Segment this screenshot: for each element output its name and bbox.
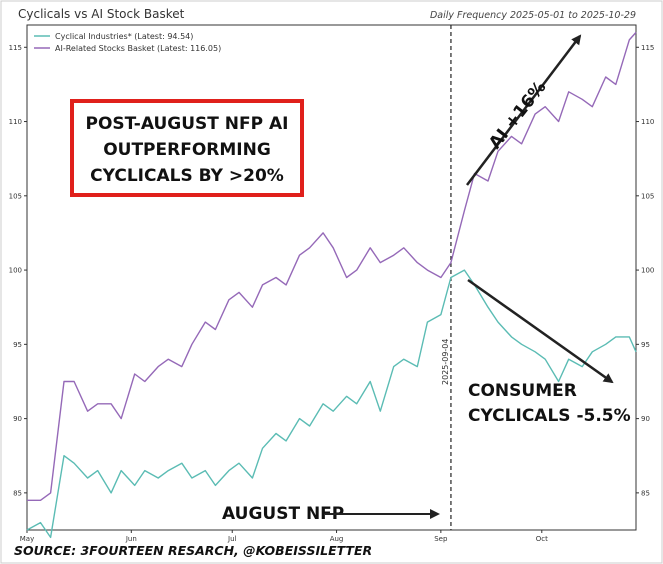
annotation-box-line1: POST-AUGUST NFP AI <box>86 114 289 134</box>
legend-label-cyclicals: Cyclical Industries* (Latest: 94.54) <box>55 32 193 41</box>
chart-frequency: Daily Frequency 2025-05-01 to 2025-10-29 <box>430 10 636 21</box>
y-tick-label-right: 100 <box>641 267 654 275</box>
x-tick-label: Oct <box>536 535 548 543</box>
y-tick-label-right: 110 <box>641 118 654 126</box>
y-tick-label-left: 110 <box>9 118 22 126</box>
nfp-date-label: 2025-09-04 <box>441 339 450 386</box>
y-tick-label-left: 115 <box>9 44 22 52</box>
y-tick-label-left: 95 <box>13 341 22 349</box>
cyclicals-trend-arrow <box>467 278 614 384</box>
series-group <box>26 31 637 539</box>
source-credit: SOURCE: 3FOURTEEN RESARCH, @KOBEISSILETT… <box>14 543 372 558</box>
chart-title: Cyclicals vs AI Stock Basket <box>18 7 185 21</box>
y-tick-label-left: 90 <box>13 415 22 423</box>
x-axis: May Jun Jul Aug Sep Oct <box>20 530 548 543</box>
august-nfp-label: AUGUST NFP <box>222 504 344 524</box>
y-tick-label-right: 115 <box>641 44 654 52</box>
y-tick-label-left: 85 <box>13 489 22 497</box>
x-tick-label: Jul <box>227 535 237 543</box>
y-tick-label-left: 105 <box>9 192 22 200</box>
legend-label-ai: AI-Related Stocks Basket (Latest: 116.05… <box>55 44 221 53</box>
y-axis-left: 85 90 95 100 105 110 115 <box>9 44 27 497</box>
consumer-cyclicals-line2: CYCLICALS -5.5% <box>468 406 631 426</box>
x-tick-label: Jun <box>125 535 137 543</box>
y-tick-label-right: 95 <box>641 341 650 349</box>
x-tick-label: Sep <box>434 535 448 543</box>
series-line-ai <box>27 31 637 501</box>
y-axis-right: 85 90 95 100 105 110 115 <box>636 44 654 497</box>
y-tick-label-right: 105 <box>641 192 654 200</box>
consumer-cyclicals-line1: CONSUMER <box>468 381 577 401</box>
x-tick-label: Aug <box>330 535 344 543</box>
y-tick-label-right: 90 <box>641 415 650 423</box>
plot-area <box>26 24 637 531</box>
annotation-box <box>70 99 304 197</box>
y-tick-label-left: 100 <box>9 267 22 275</box>
annotation-box-line3: CYCLICALS BY >20% <box>90 166 284 186</box>
annotation-box-line2: OUTPERFORMING <box>103 140 271 160</box>
legend: Cyclical Industries* (Latest: 94.54) AI-… <box>34 32 221 53</box>
ai-trend-arrow <box>466 34 582 186</box>
x-tick-label: May <box>20 535 34 543</box>
series-line-cyclicals <box>26 269 637 539</box>
y-tick-label-right: 85 <box>641 489 650 497</box>
